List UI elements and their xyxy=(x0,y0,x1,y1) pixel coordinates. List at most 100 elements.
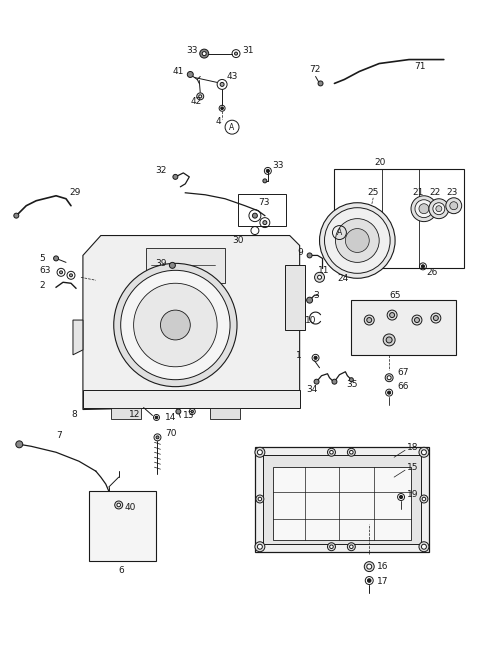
Circle shape xyxy=(383,334,395,346)
Bar xyxy=(83,390,300,407)
Text: 10: 10 xyxy=(305,316,316,324)
Polygon shape xyxy=(83,236,300,409)
Bar xyxy=(89,491,156,561)
Text: 42: 42 xyxy=(190,97,202,106)
Circle shape xyxy=(411,196,437,221)
Circle shape xyxy=(385,374,393,382)
Text: 73: 73 xyxy=(258,198,269,207)
Text: 25: 25 xyxy=(367,188,379,197)
Text: 33: 33 xyxy=(186,46,198,55)
Text: 41: 41 xyxy=(172,67,184,76)
Circle shape xyxy=(257,544,263,549)
Circle shape xyxy=(364,561,374,572)
Circle shape xyxy=(399,495,403,498)
Circle shape xyxy=(266,170,269,172)
Circle shape xyxy=(368,579,371,582)
Text: 31: 31 xyxy=(242,46,253,55)
Text: 8: 8 xyxy=(71,410,77,419)
Text: A: A xyxy=(337,228,342,237)
Text: 4: 4 xyxy=(215,117,221,126)
Circle shape xyxy=(156,436,159,439)
Text: 67: 67 xyxy=(397,368,408,377)
Text: 32: 32 xyxy=(156,166,167,176)
Circle shape xyxy=(349,545,353,548)
Circle shape xyxy=(176,409,181,414)
Circle shape xyxy=(367,564,372,569)
Circle shape xyxy=(70,274,72,277)
Circle shape xyxy=(16,441,23,448)
Bar xyxy=(335,169,464,269)
Circle shape xyxy=(120,271,230,380)
Circle shape xyxy=(431,313,441,323)
Circle shape xyxy=(257,450,263,455)
Circle shape xyxy=(330,451,333,454)
Text: A: A xyxy=(229,122,235,132)
Bar xyxy=(145,248,225,283)
Circle shape xyxy=(252,213,257,218)
Circle shape xyxy=(14,213,19,218)
Text: 17: 17 xyxy=(377,577,389,586)
Circle shape xyxy=(117,503,120,507)
Circle shape xyxy=(314,272,324,282)
Circle shape xyxy=(314,379,319,384)
Circle shape xyxy=(450,202,458,210)
Circle shape xyxy=(436,206,442,212)
Text: 43: 43 xyxy=(226,72,238,81)
Text: 21: 21 xyxy=(412,188,423,197)
Circle shape xyxy=(191,410,193,413)
Text: 24: 24 xyxy=(337,274,348,283)
Circle shape xyxy=(422,497,426,501)
Circle shape xyxy=(173,174,178,179)
Circle shape xyxy=(420,495,428,503)
Circle shape xyxy=(429,198,449,219)
Circle shape xyxy=(320,203,395,278)
Text: 39: 39 xyxy=(156,259,167,268)
Circle shape xyxy=(419,542,429,552)
Circle shape xyxy=(114,263,237,386)
Circle shape xyxy=(314,356,317,360)
Text: 30: 30 xyxy=(232,236,243,245)
Circle shape xyxy=(199,95,202,98)
Text: 6: 6 xyxy=(119,566,124,575)
Text: 40: 40 xyxy=(125,504,136,512)
Circle shape xyxy=(327,543,336,551)
Bar xyxy=(255,447,429,552)
Circle shape xyxy=(324,208,390,273)
Text: 1: 1 xyxy=(296,351,301,360)
Polygon shape xyxy=(73,320,83,355)
Circle shape xyxy=(390,312,395,318)
Bar xyxy=(351,300,456,355)
Text: 23: 23 xyxy=(447,188,458,197)
Circle shape xyxy=(336,219,379,263)
Text: 34: 34 xyxy=(307,385,318,394)
Circle shape xyxy=(160,310,190,340)
Circle shape xyxy=(348,448,355,457)
Circle shape xyxy=(202,52,206,56)
Text: 72: 72 xyxy=(310,65,321,74)
Text: 3: 3 xyxy=(313,291,319,300)
Circle shape xyxy=(220,83,224,86)
Circle shape xyxy=(169,263,175,269)
Circle shape xyxy=(421,265,424,268)
Bar xyxy=(273,467,411,540)
Circle shape xyxy=(115,501,123,509)
Text: 20: 20 xyxy=(374,159,385,168)
Text: 16: 16 xyxy=(377,562,389,571)
Circle shape xyxy=(446,198,462,214)
Circle shape xyxy=(307,297,312,303)
Circle shape xyxy=(258,497,262,501)
Circle shape xyxy=(307,253,312,258)
Text: 71: 71 xyxy=(414,62,425,71)
Text: 66: 66 xyxy=(397,382,408,391)
Text: 12: 12 xyxy=(129,410,140,419)
Circle shape xyxy=(421,450,426,455)
Circle shape xyxy=(415,318,420,322)
Circle shape xyxy=(349,378,353,382)
Text: 35: 35 xyxy=(347,380,358,389)
Circle shape xyxy=(332,379,337,384)
Bar xyxy=(210,407,240,419)
Text: 26: 26 xyxy=(426,268,437,277)
Circle shape xyxy=(235,52,238,55)
Circle shape xyxy=(433,203,445,215)
Text: 65: 65 xyxy=(389,291,401,300)
